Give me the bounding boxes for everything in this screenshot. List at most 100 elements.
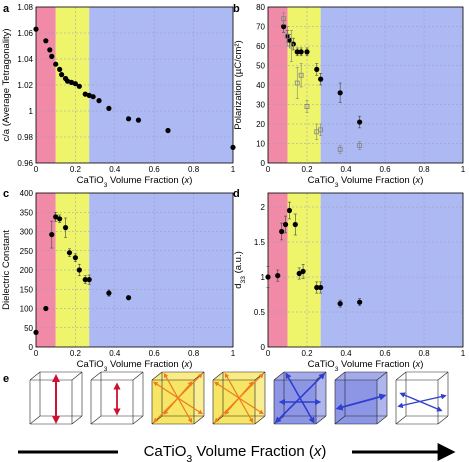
data-point <box>49 231 55 238</box>
crystal-cube <box>395 371 449 425</box>
cube-edge <box>71 371 83 381</box>
y-axis-label: c/a (Average Tetragonality) <box>1 28 12 141</box>
data-point <box>106 105 112 111</box>
cube-edge <box>29 415 41 425</box>
x-tick-label: 0.6 <box>379 165 391 174</box>
data-point <box>314 66 320 72</box>
y-tick-label: 0.5 <box>254 308 266 317</box>
polarization-arrow <box>397 393 447 409</box>
data-point <box>165 127 171 134</box>
data-point <box>66 250 73 256</box>
y-tick-label: 200 <box>20 266 34 275</box>
cube-face <box>335 372 387 380</box>
y-axis-label: d33 (a.u.) <box>233 251 247 289</box>
data-point <box>57 216 63 222</box>
data-point <box>318 284 324 291</box>
data-point <box>64 78 71 84</box>
cube-edge <box>437 415 449 425</box>
y-tick-label: 30 <box>256 101 265 110</box>
data-point <box>296 270 302 277</box>
data-point <box>230 144 236 150</box>
x-tick-label: 0.8 <box>188 349 200 358</box>
data-point <box>318 76 324 82</box>
data-point <box>281 23 287 30</box>
polarization-arrow <box>213 381 265 415</box>
data-point <box>286 37 293 43</box>
crystal-cube <box>90 371 144 425</box>
composition-axis-label: CaTiO3 Volume Fraction (x) <box>144 443 327 462</box>
data-point <box>57 66 63 72</box>
y-tick-label: 0 <box>261 159 266 168</box>
y-tick-label: 0.96 <box>17 159 33 168</box>
cube-edge <box>376 371 388 381</box>
data-point <box>82 277 88 283</box>
x-axis-label: CaTiO3 Volume Fraction (x) <box>308 175 424 189</box>
data-point <box>72 255 78 261</box>
x-tick-label: 0.2 <box>301 165 313 174</box>
data-point <box>275 273 281 279</box>
polarization-arrow <box>152 381 204 415</box>
data-point-open <box>304 104 310 109</box>
chart-d: 0 0.2 0.4 0.6 0.8 1 0 0.5 1 1.5 2 CaTiO3 Volume Fra… <box>233 192 466 373</box>
y-tick-label: 150 <box>20 285 34 294</box>
x-tick-label: 0 <box>34 165 39 174</box>
cube-edge <box>71 415 83 425</box>
cube-edge <box>90 415 102 425</box>
polarization-arrow <box>399 392 443 412</box>
y-tick-label: 60 <box>256 42 265 51</box>
data-point <box>47 47 53 53</box>
data-point <box>82 91 88 97</box>
cube-edge <box>376 415 388 425</box>
y-tick-label: 10 <box>256 140 265 149</box>
data-point <box>62 225 69 231</box>
data-point <box>300 268 306 274</box>
x-tick-label: 1 <box>231 349 236 358</box>
x-tick-label: 0 <box>266 349 271 358</box>
data-point-open <box>294 80 300 86</box>
y-tick-label: 0 <box>261 343 266 352</box>
polarization-arrow <box>335 393 387 411</box>
region-blue <box>320 193 463 347</box>
y-tick-label: 20 <box>256 120 265 129</box>
data-point <box>59 72 65 78</box>
crystal-cube <box>334 371 388 425</box>
data-point <box>357 119 363 125</box>
panel-letter-c: c <box>3 188 9 200</box>
panel-letter-d: d <box>233 188 240 200</box>
y-tick-label: 1 <box>261 273 266 282</box>
y-tick-label: 0 <box>29 343 34 352</box>
data-point-open <box>298 72 304 78</box>
crystal-cube <box>151 371 205 425</box>
x-axis-label: CaTiO3 Volume Fraction (x) <box>77 175 193 189</box>
data-point <box>294 49 300 55</box>
data-point <box>357 299 363 305</box>
x-tick-label: 0.8 <box>418 165 430 174</box>
panel-letter-b: b <box>233 3 240 15</box>
data-point <box>337 90 343 96</box>
data-point <box>96 98 102 104</box>
x-tick-label: 0.4 <box>340 165 352 174</box>
cube-edge <box>437 371 449 381</box>
cube-edge <box>395 415 407 425</box>
data-point <box>282 221 289 228</box>
y-tick-label: 1.08 <box>17 3 33 12</box>
x-tick-label: 1 <box>461 165 466 174</box>
y-tick-label: 70 <box>256 23 265 32</box>
crystal-cube <box>273 371 327 425</box>
x-tick-label: 0.6 <box>149 165 161 174</box>
y-tick-label: 50 <box>24 324 33 333</box>
y-tick-label: 50 <box>256 62 265 71</box>
cube-face <box>335 380 377 424</box>
data-point <box>49 53 55 60</box>
y-tick-label: 250 <box>20 247 34 256</box>
crystal-structure-panel: CaTiO3 Volume Fraction (x) <box>18 371 456 462</box>
x-tick-label: 0.2 <box>70 349 82 358</box>
y-tick-label: 0.98 <box>17 133 33 142</box>
y-axis-label: Polarization (µC/cm²) <box>233 40 244 129</box>
y-tick-label: 40 <box>256 81 265 90</box>
x-tick-label: 0.2 <box>301 349 313 358</box>
y-tick-label: 300 <box>20 228 34 237</box>
data-point-open <box>288 43 294 49</box>
